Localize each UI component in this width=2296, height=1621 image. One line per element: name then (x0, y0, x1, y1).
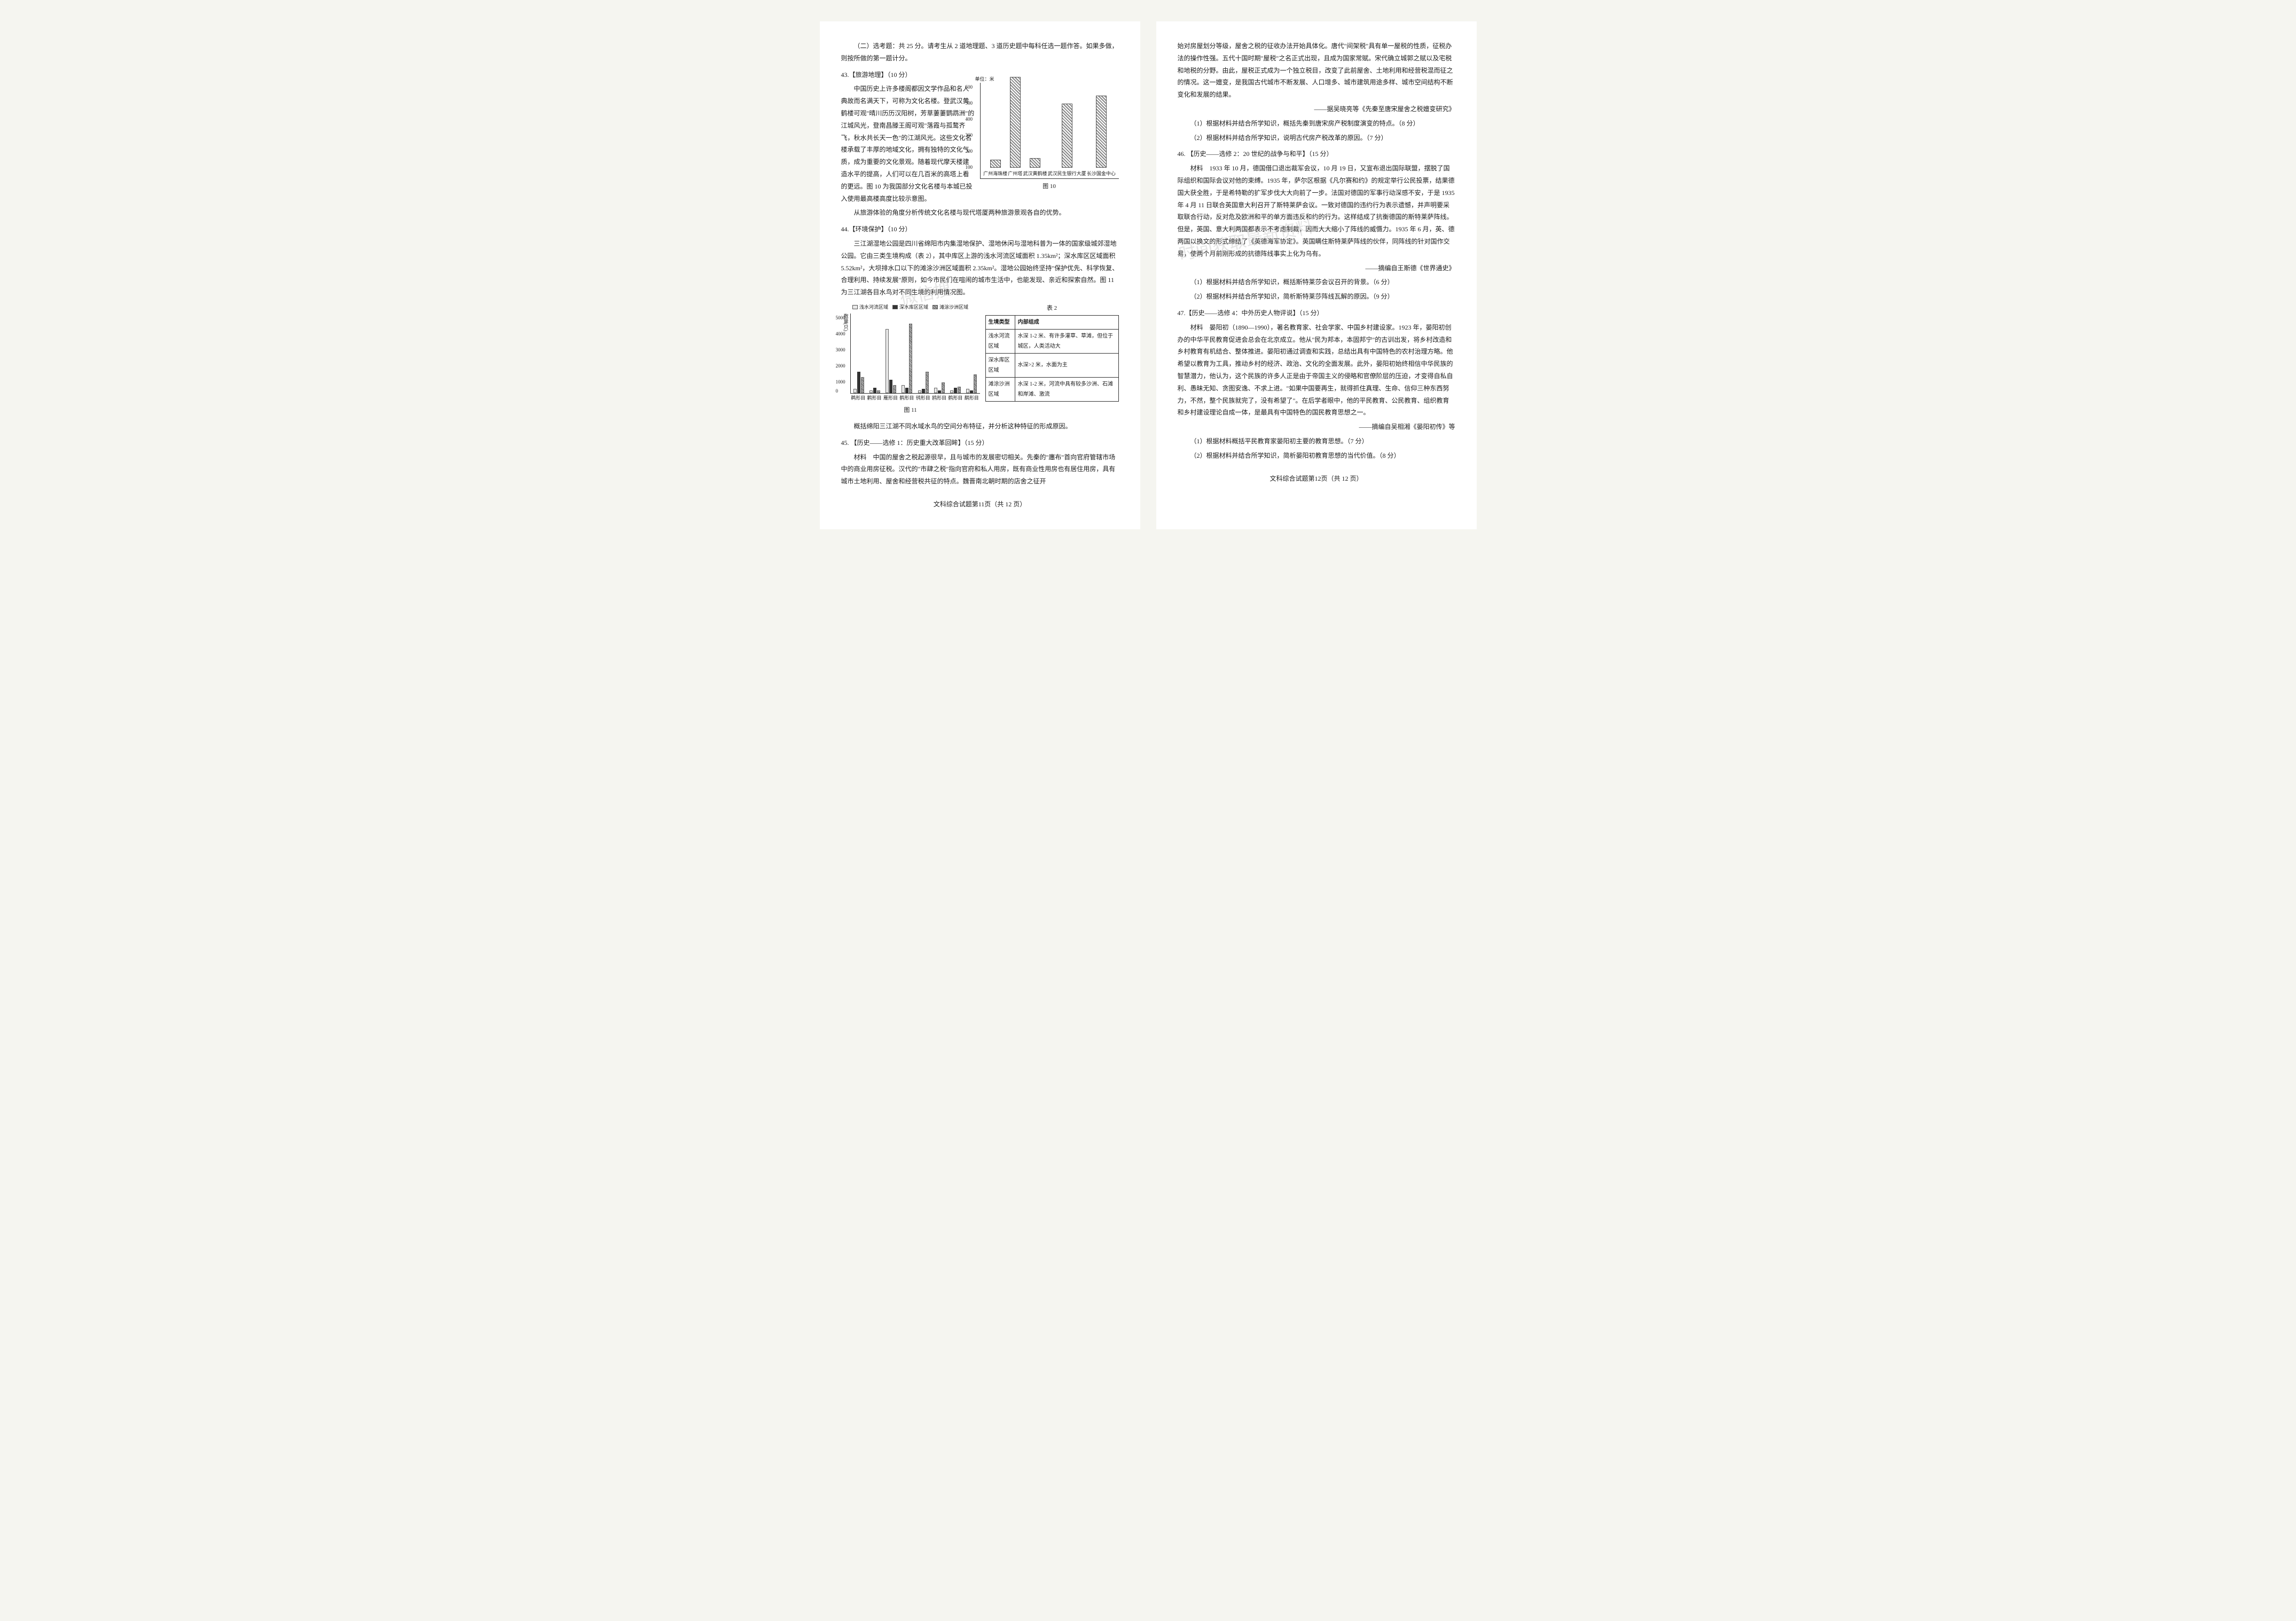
fig11-caption: 图 11 (904, 405, 916, 416)
q45-source: ——据吴晓亮等《先秦至唐宋屋舍之税嬗变研究》 (1178, 103, 1455, 115)
ytick-500: 500 (966, 99, 973, 108)
tower-1: 广州塔 (1008, 77, 1022, 178)
bird-chart: 浅水河流区域 深水库区区域 滩涂沙洲区域 数量(只) 5000 4000 300… (841, 303, 980, 403)
bird-legend: 浅水河流区域 深水库区区域 滩涂沙洲区域 (841, 303, 980, 312)
q47-title: 47.【历史——选修 4：中外历史人物评说】（15 分） (1178, 307, 1455, 319)
q47-q1: （1）根据材料概括平民教育家晏阳初主要的教育思想。（7 分） (1178, 435, 1455, 448)
bird-bars: 5000 4000 3000 2000 1000 0 (850, 314, 980, 394)
table2-caption: 表 2 (1047, 303, 1057, 314)
q47-body: 材料 晏阳初（1890—1990），著名教育家、社会学家、中国乡村建设家。192… (1178, 322, 1455, 419)
q45-q2: （2）根据材料并结合所学知识，说明古代房产税改革的原因。（7 分） (1178, 132, 1455, 144)
table-row: 滩涂沙洲区域水深 1-2 米，河流中具有较多沙洲、石滩和岸滩、激流 (985, 377, 1118, 401)
tower-chart-wrap: 单位：米 600 500 400 300 200 100 广州海珠楼 广州塔 武… (980, 83, 1119, 192)
q45-q1: （1）根据材料并结合所学知识，概括先秦到唐宋房产税制度演变的特点。（8 分） (1178, 118, 1455, 130)
q45-title: 45. 【历史——选修 1：历史重大改革回眸】（15 分） (841, 437, 1119, 449)
q47-source: ——摘编自吴相湘《晏阳初传》等 (1178, 421, 1455, 433)
q46-q2: （2）根据材料并结合所学知识，简析斯特莱莎阵线瓦解的原因。（9 分） (1178, 291, 1455, 303)
ytick-100: 100 (966, 163, 973, 172)
page11-footer: 文科综合试题第11页（共 12 页） (841, 498, 1119, 511)
bird-y-unit: 数量(只) (841, 314, 850, 403)
bird-x-labels: 鹈形目 鹳形目 雁形目 鹤形目 鸻形目 鸥形目 鹤形目 鹬形目 (850, 394, 980, 403)
ytick-600: 600 (966, 83, 973, 92)
q45-body: 材料 中国的屋舍之税起源很早，且与城市的发展密切相关。先秦的"廛布"首向官府管辖… (841, 451, 1119, 488)
tower-4: 长沙国金中心 (1087, 96, 1116, 178)
fig10-caption: 图 10 (980, 181, 1119, 192)
q46-q1: （1）根据材料并结合所学知识，概括斯特莱莎会议召开的背景。（6 分） (1178, 276, 1455, 288)
tower-0: 广州海珠楼 (983, 160, 1007, 178)
page12-footer: 文科综合试题第12页（共 12 页） (1178, 473, 1455, 485)
q43-question: 从旅游体验的角度分析传统文化名楼与现代塔厦两种旅游景观各自的优势。 (841, 207, 1119, 219)
q44-chart-area: 浅水河流区域 深水库区区域 滩涂沙洲区域 数量(只) 5000 4000 300… (841, 303, 1119, 416)
section-ii-intro: （二）选考题：共 25 分。请考生从 2 道地理题、3 道历史题中每科任选一题作… (841, 40, 1119, 65)
tower-chart: 单位：米 600 500 400 300 200 100 广州海珠楼 广州塔 武… (980, 83, 1119, 179)
page-12: 始对房屋划分等级，屋舍之税的征收办法开始具体化。唐代"间架税"具有单一屋税的性质… (1156, 21, 1477, 529)
q46-body: 材料 1933 年 10 月，德国借口退出裁军会议，10 月 19 日，又宣布退… (1178, 162, 1455, 260)
q46-title: 46. 【历史——选修 2：20 世纪的战争与和平】（15 分） (1178, 148, 1455, 160)
table-row: 深水库区区域水深>2 米，水面为主 (985, 353, 1118, 377)
q47-q2: （2）根据材料并结合所学知识，简析晏阳初教育思想的当代价值。（8 分） (1178, 450, 1455, 462)
q44-title: 44.【环境保护】（10 分） (841, 223, 1119, 236)
q44-question: 概括绵阳三江湖不同水域水鸟的空间分布特征，并分析这种特征的形成原因。 (841, 420, 1119, 433)
tower-3: 武汉民生银行大厦 (1048, 104, 1086, 178)
table2: 生境类型内部组成 浅水河流区域水深 1-2 米、有许多灌草、草滩，但位于城区，人… (985, 315, 1119, 402)
tower-unit: 单位：米 (975, 75, 994, 84)
page-11: （二）选考题：共 25 分。请考生从 2 道地理题、3 道历史题中每科任选一题作… (820, 21, 1140, 529)
q44-body: 三江湖湿地公园是四川省绵阳市内集湿地保护、湿地休闲与湿地科普为一体的国家级城郊湿… (841, 238, 1119, 299)
ytick-200: 200 (966, 147, 973, 156)
tower-2: 武汉黄鹤楼 (1023, 158, 1047, 178)
ytick-400: 400 (966, 115, 973, 124)
table-row: 浅水河流区域水深 1-2 米、有许多灌草、草滩，但位于城区，人类活动大 (985, 329, 1118, 353)
q45-cont: 始对房屋划分等级，屋舍之税的征收办法开始具体化。唐代"间架税"具有单一屋税的性质… (1178, 40, 1455, 101)
q46-source: ——摘编自王斯德《世界通史》 (1178, 262, 1455, 275)
ytick-300: 300 (966, 131, 973, 140)
